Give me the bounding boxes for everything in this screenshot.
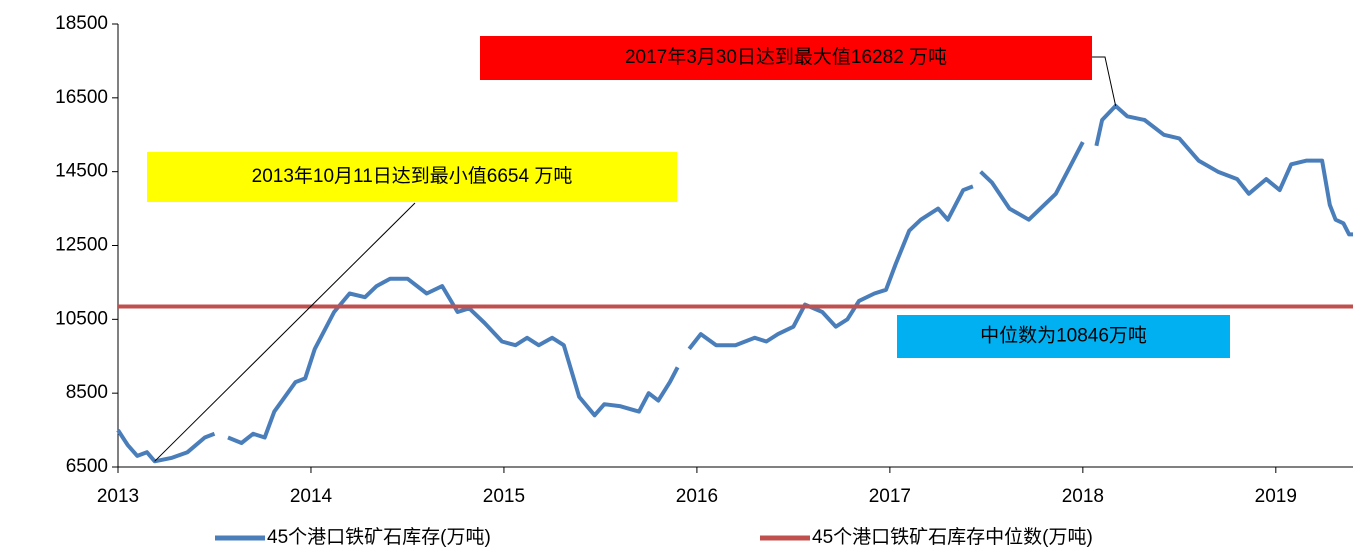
annotation-text: 中位数为10846万吨 — [980, 325, 1147, 347]
y-tick-label: 12500 — [55, 235, 108, 256]
x-tick-label: 2013 — [97, 486, 139, 507]
annotation-box — [897, 315, 1230, 358]
annotation-box — [147, 152, 677, 202]
leader-line — [154, 202, 416, 462]
annotation-box — [480, 36, 1092, 80]
y-tick-label: 10500 — [55, 308, 108, 329]
annotation-text: 2017年3月30日达到最大值16282 万吨 — [625, 46, 947, 68]
annotation-text: 2013年10月11日达到最小值6654 万吨 — [252, 165, 573, 187]
y-tick-label: 14500 — [55, 161, 108, 182]
x-tick-label: 2014 — [290, 486, 333, 507]
y-tick-label: 8500 — [66, 382, 108, 403]
x-tick-label: 2015 — [483, 486, 525, 507]
x-tick-label: 2019 — [1255, 486, 1297, 507]
x-tick-label: 2018 — [1062, 486, 1104, 507]
y-tick-label: 18500 — [55, 13, 108, 34]
x-tick-label: 2016 — [676, 486, 718, 507]
y-tick-label: 16500 — [55, 87, 108, 108]
legend-label: 45个港口铁矿石库存(万吨) — [267, 526, 491, 548]
y-tick-label: 6500 — [66, 456, 108, 477]
leader-line — [1092, 56, 1117, 106]
legend-label: 45个港口铁矿石库存中位数(万吨) — [812, 526, 1093, 548]
x-tick-label: 2017 — [869, 486, 911, 507]
